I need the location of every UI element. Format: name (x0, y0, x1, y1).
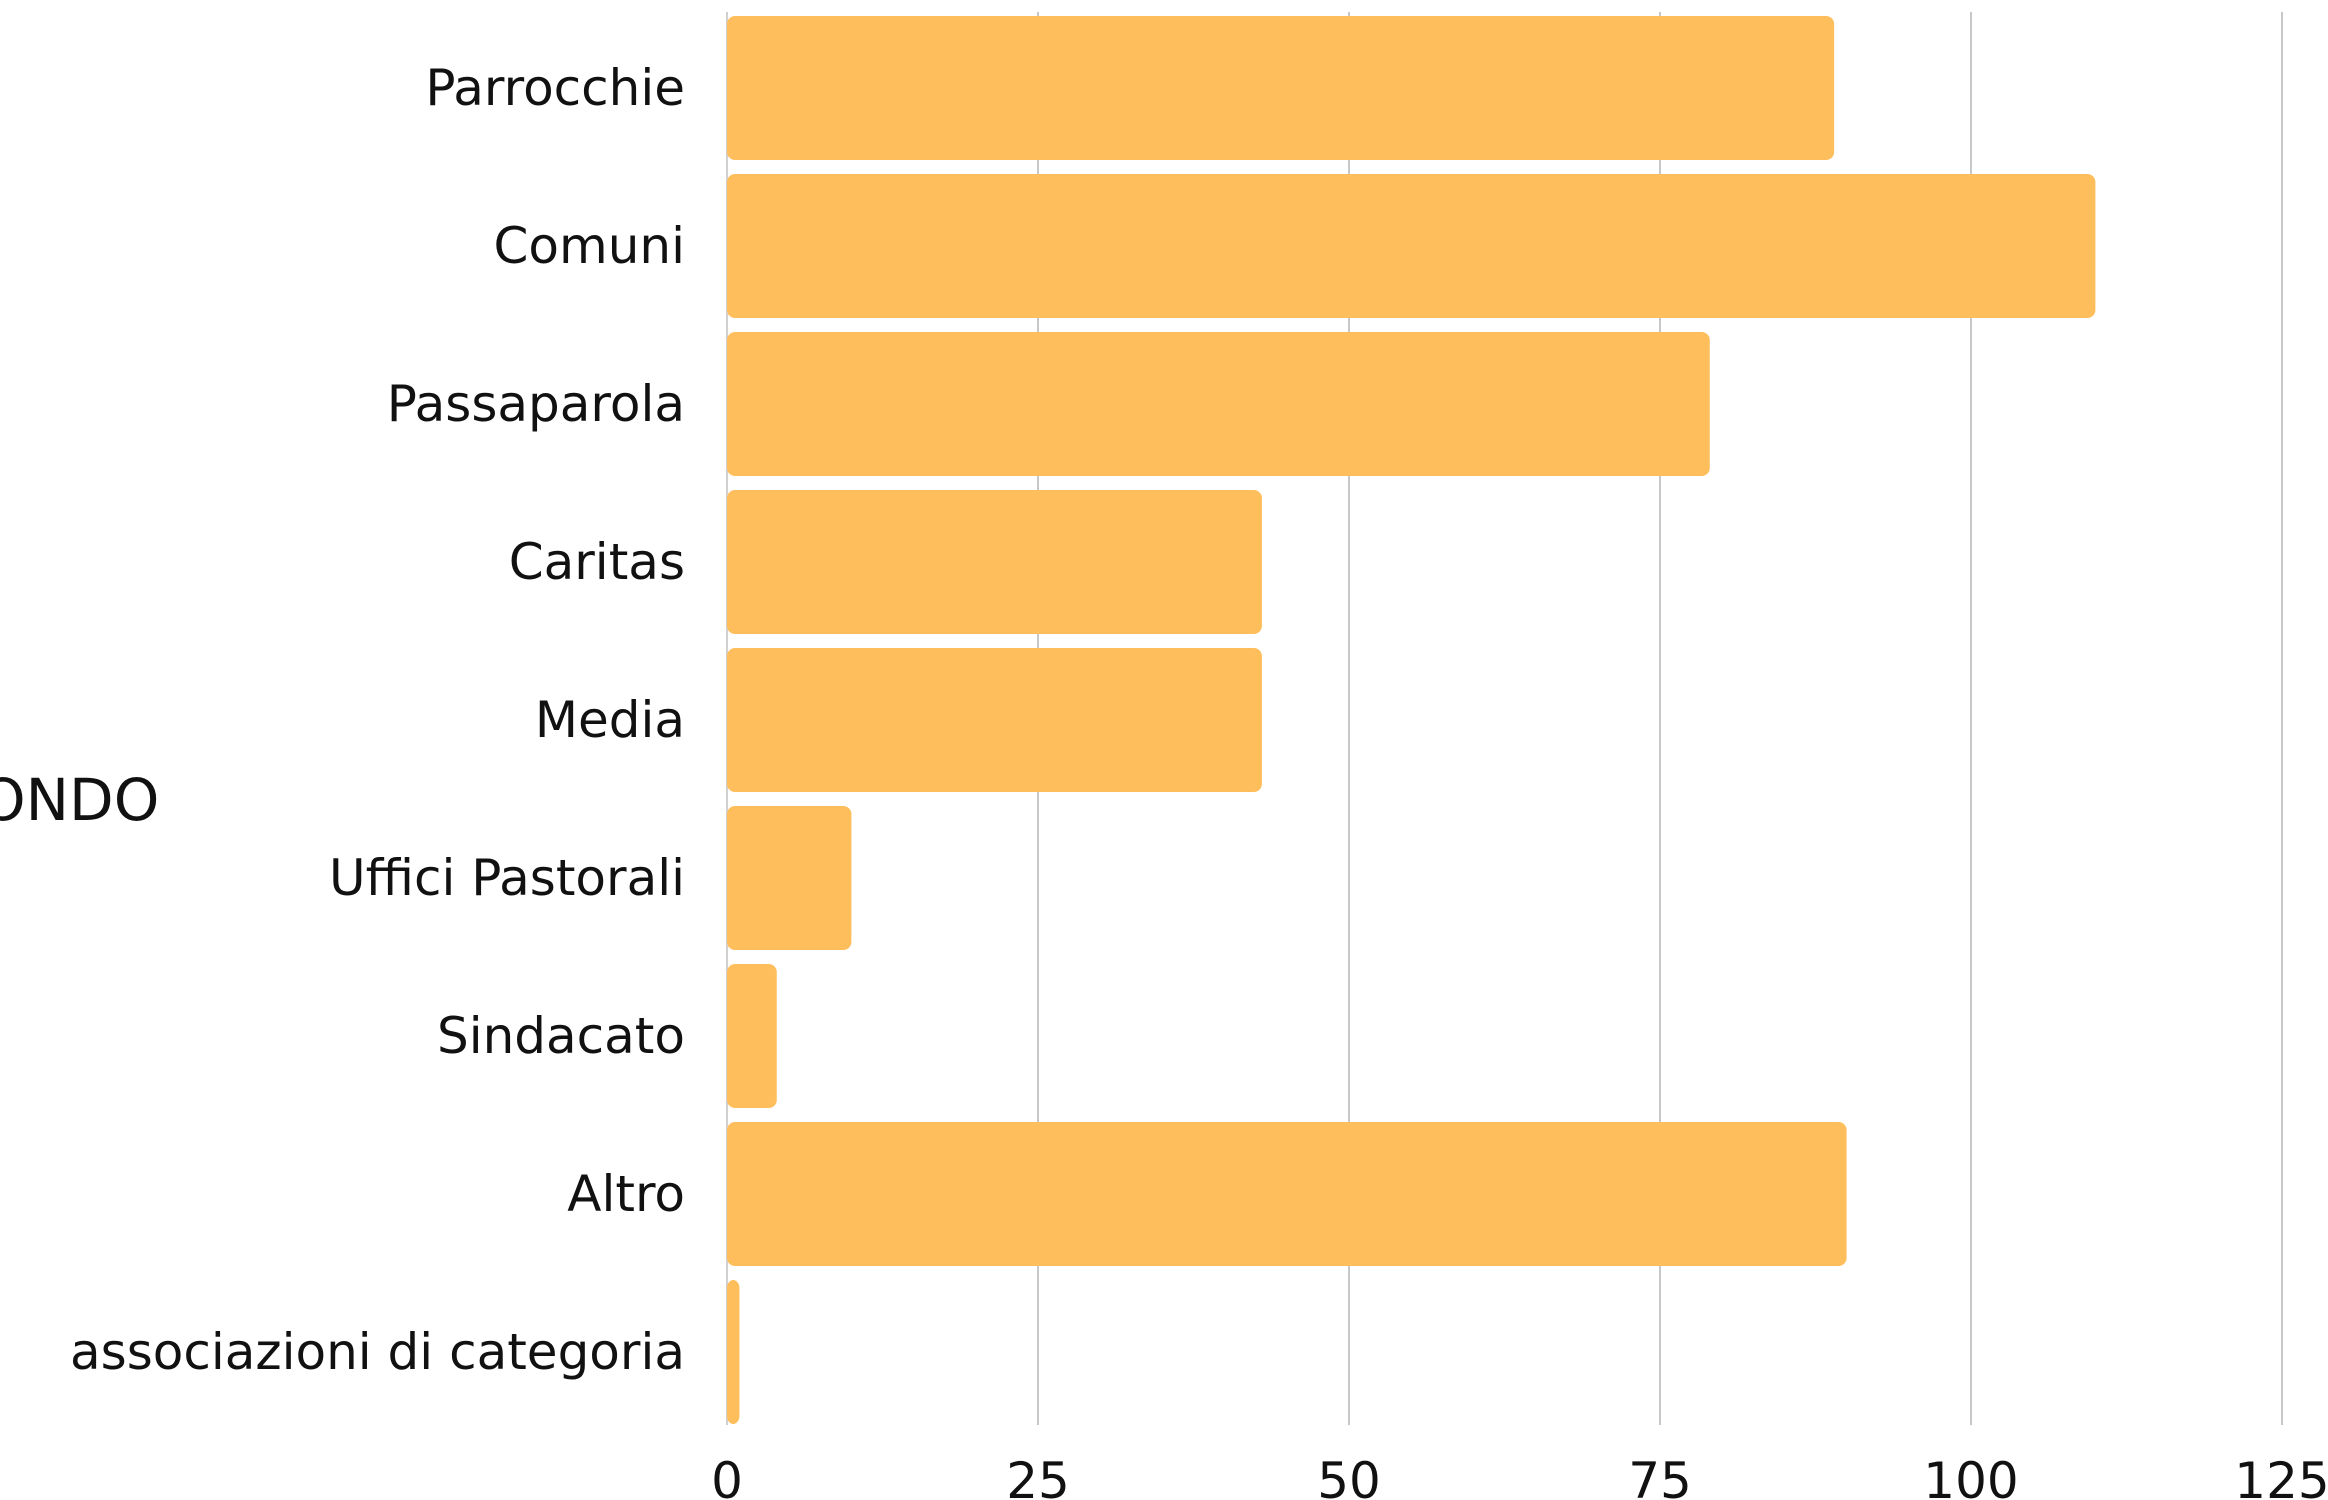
x-axis-tick-labels: 0 25 50 75 100 125 (711, 1452, 2328, 1500)
x-tick-label-75: 75 (1628, 1452, 1692, 1500)
category-label-parrocchie: Parrocchie (425, 59, 685, 117)
bars (727, 16, 2096, 1424)
x-tick-label-100: 100 (1923, 1452, 2018, 1500)
category-labels: Parrocchie Comuni Passaparola Caritas Media U… (70, 59, 685, 1381)
bar-sindacato (727, 964, 777, 1108)
bar-media (727, 648, 1262, 792)
category-label-uffici-pastorali: Uffici Pastorali (329, 849, 685, 907)
category-label-associazioni-di-categoria: associazioni di categoria (70, 1323, 685, 1381)
bar-altro (727, 1122, 1847, 1266)
bar-associazioni-di-categoria (727, 1280, 740, 1424)
category-label-comuni: Comuni (494, 217, 685, 275)
y-axis-title: ONDO (0, 766, 159, 834)
category-label-passaparola: Passaparola (387, 375, 685, 433)
x-tick-label-125: 125 (2234, 1452, 2328, 1500)
x-tick-label-25: 25 (1006, 1452, 1070, 1500)
x-tick-label-0: 0 (711, 1452, 743, 1500)
category-label-altro: Altro (567, 1165, 685, 1223)
bar-caritas (727, 490, 1262, 634)
bar-passaparola (727, 332, 1710, 476)
x-tick-label-50: 50 (1317, 1452, 1381, 1500)
category-label-sindacato: Sindacato (437, 1007, 685, 1065)
category-label-media: Media (535, 691, 685, 749)
bar-uffici-pastorali (727, 806, 852, 950)
category-label-caritas: Caritas (509, 533, 685, 591)
bar-comuni (727, 174, 2096, 318)
bar-parrocchie (727, 16, 1835, 160)
